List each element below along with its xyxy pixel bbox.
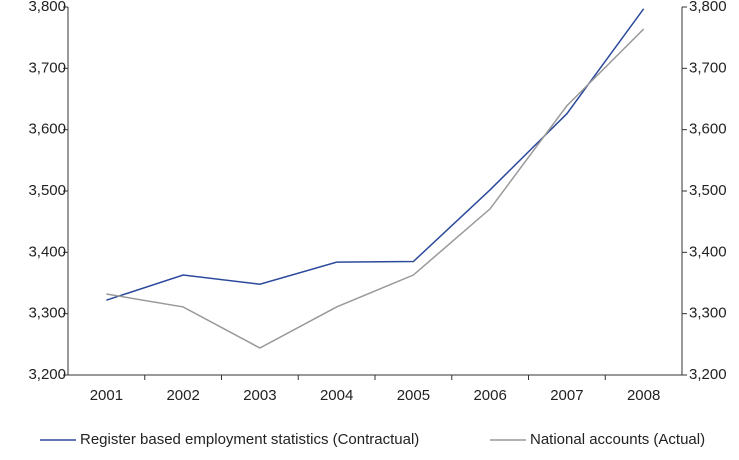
y-tick-label: 3,700	[28, 59, 66, 76]
x-tick-label: 2005	[397, 387, 430, 404]
y2-tick-label: 3,700	[689, 59, 727, 76]
x-tick-label: 2004	[320, 387, 353, 404]
y-tick-label: 3,800	[28, 0, 66, 15]
y2-tick-label: 3,400	[689, 243, 727, 260]
x-tick-label: 2006	[473, 387, 506, 404]
y-tick-label: 3,600	[28, 121, 66, 138]
x-tick-label: 2007	[550, 387, 583, 404]
y2-tick-label: 3,800	[689, 0, 727, 15]
legend-label: National accounts (Actual)	[530, 431, 705, 448]
legend-label: Register based employment statistics (Co…	[80, 431, 419, 448]
y-tick-label: 3,400	[28, 243, 66, 260]
y2-tick-label: 3,300	[689, 305, 727, 322]
series-line	[106, 28, 645, 349]
y2-tick-label: 3,500	[689, 182, 727, 199]
y-tick-label: 3,200	[28, 366, 66, 383]
y-tick-label: 3,500	[28, 182, 66, 199]
series-line	[106, 8, 645, 301]
y2-tick-label: 3,200	[689, 366, 727, 383]
x-tick-label: 2001	[90, 387, 123, 404]
x-tick-label: 2008	[627, 387, 660, 404]
y-tick-label: 3,300	[28, 305, 66, 322]
x-tick-label: 2002	[166, 387, 199, 404]
x-tick-label: 2003	[243, 387, 276, 404]
y2-tick-label: 3,600	[689, 121, 727, 138]
